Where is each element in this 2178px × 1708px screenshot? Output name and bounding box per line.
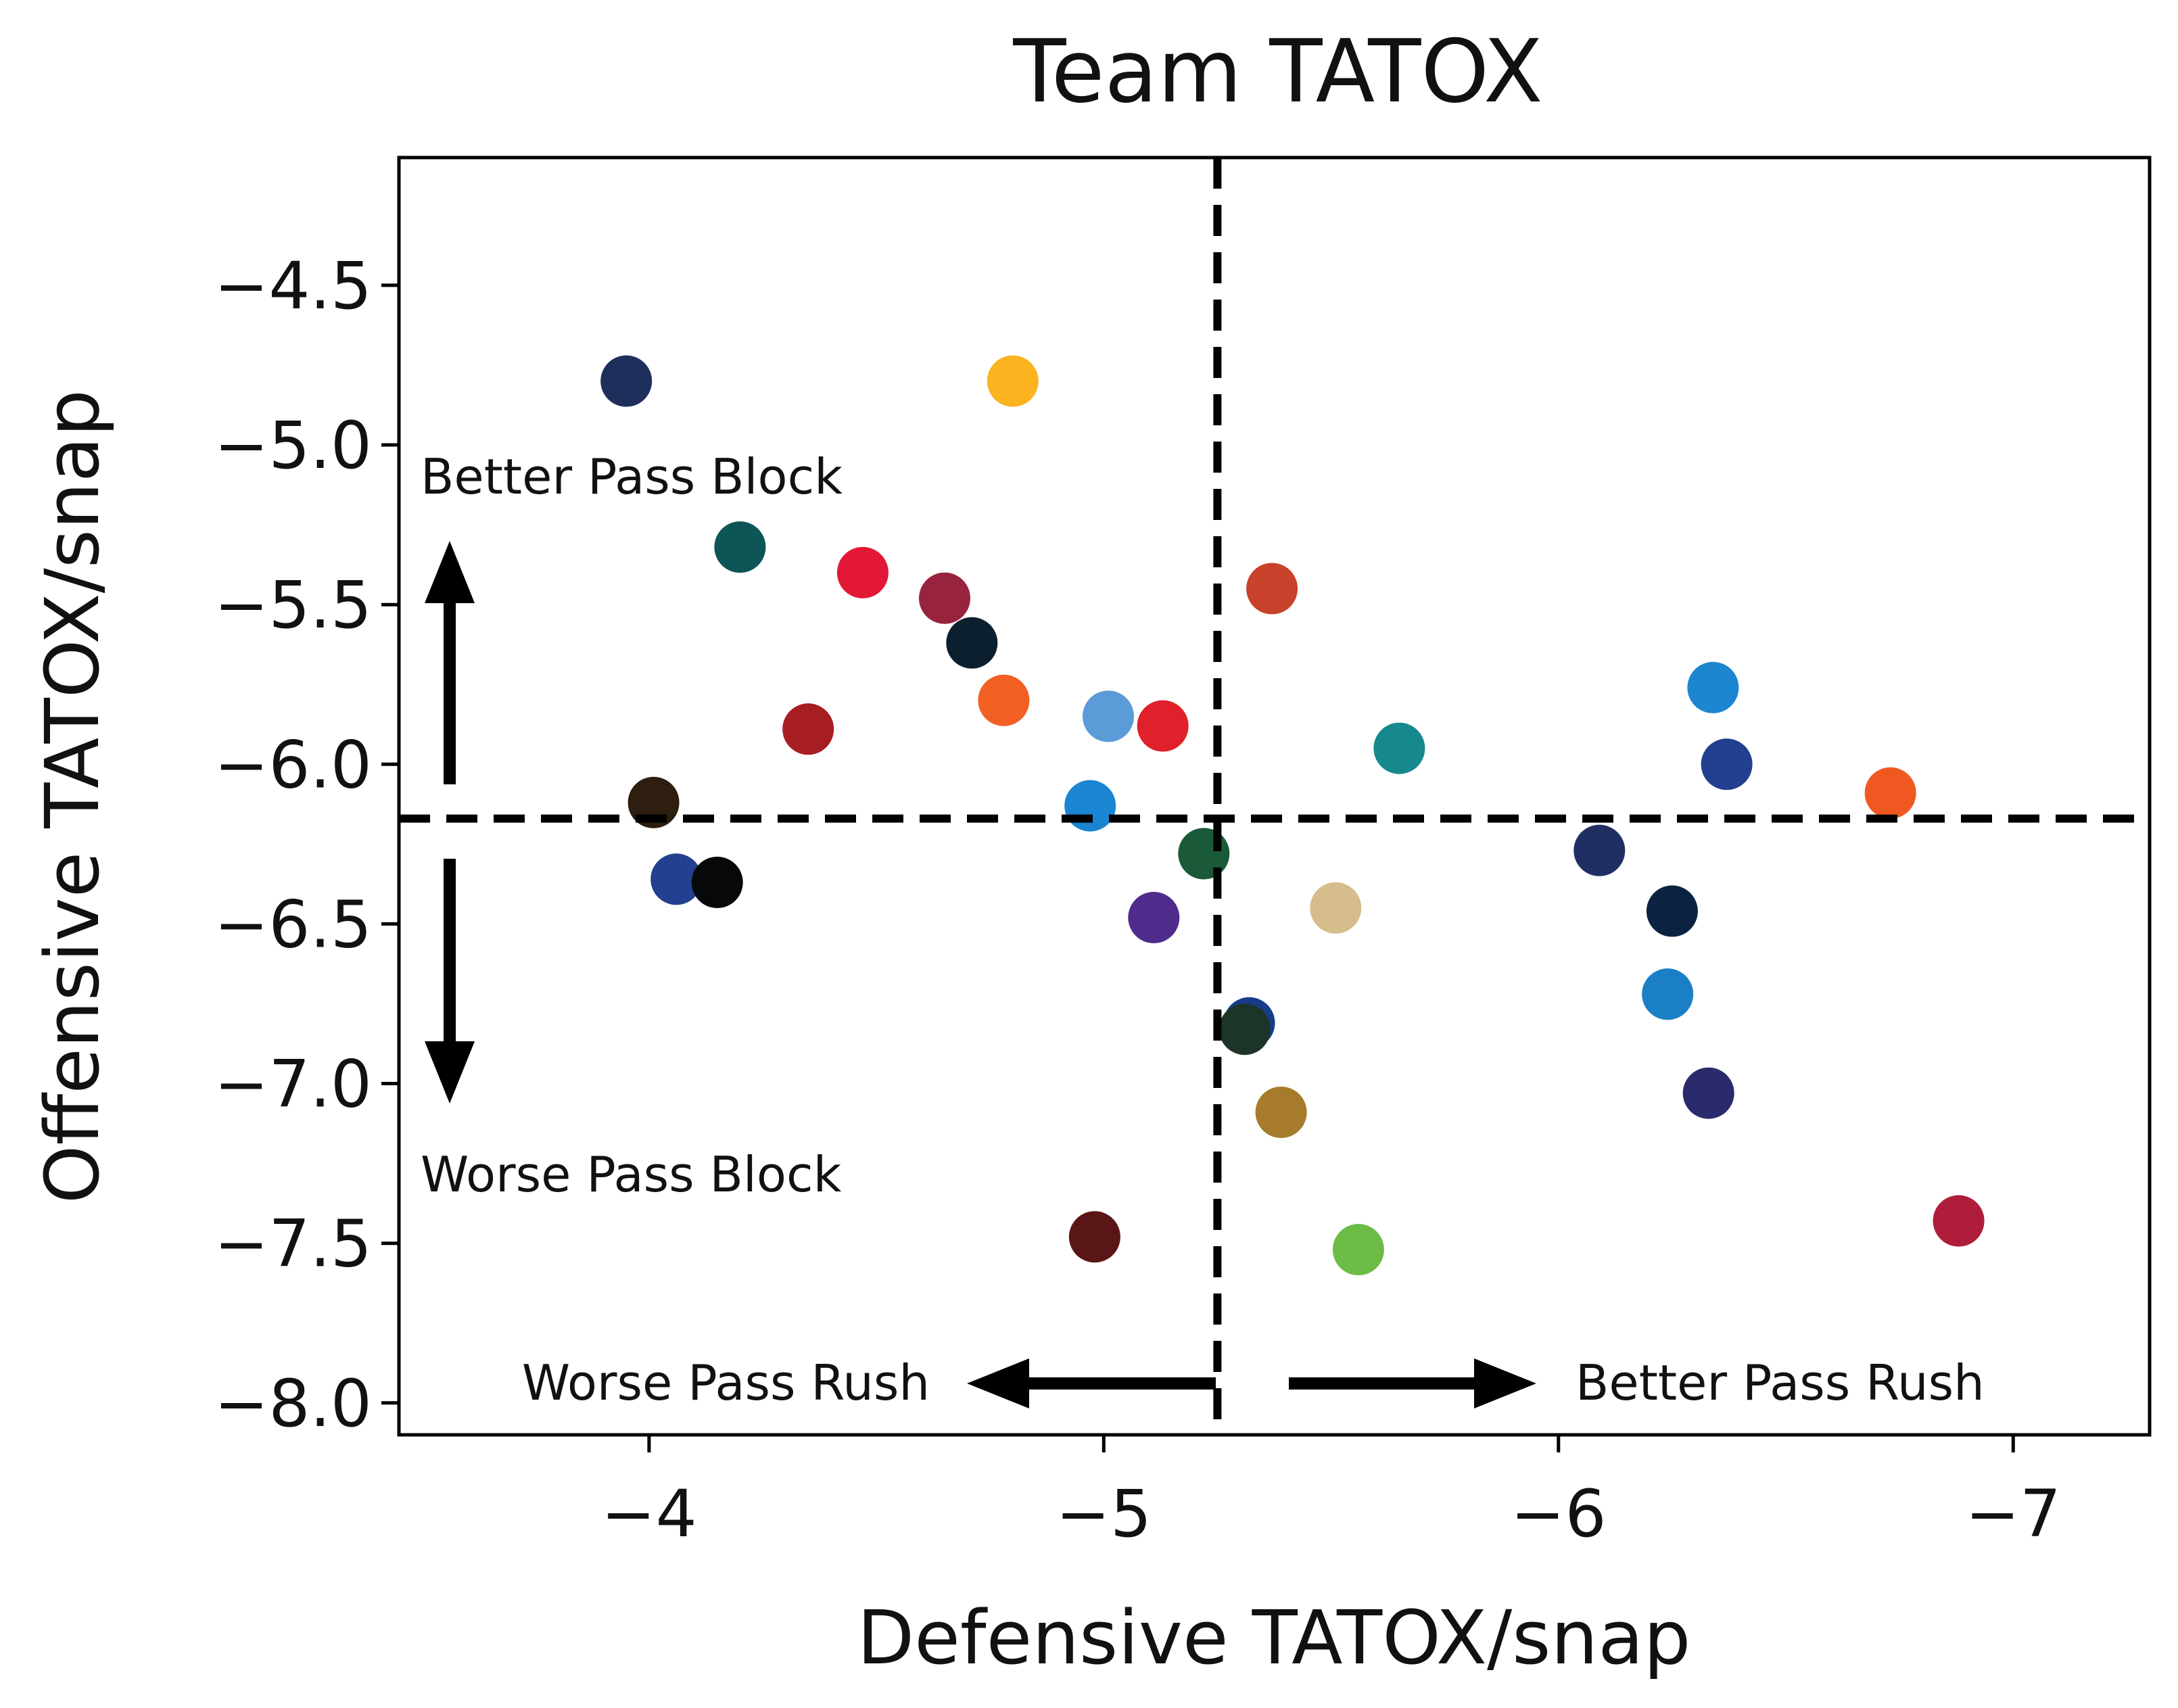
y-tick-label: −6.5 [214, 886, 372, 962]
data-point-13 [650, 853, 703, 905]
annotations: Better Pass Block Worse Pass Block Worse… [421, 448, 1985, 1411]
data-point-27 [1687, 661, 1739, 713]
better-pass-rush-label: Better Pass Rush [1576, 1354, 1985, 1411]
data-point-21 [1218, 1003, 1271, 1055]
data-point-6 [946, 617, 998, 669]
chart-marks [600, 355, 1985, 1276]
x-axis: −4 −5 −6 −7 [601, 1435, 2061, 1552]
y-tick-label: −6.0 [214, 727, 372, 803]
data-point-22 [1255, 1087, 1307, 1138]
y-axis-label: Offensive TATOX/snap [29, 389, 116, 1204]
worse-pass-block-label: Worse Pass Block [421, 1146, 842, 1203]
y-tick-label: −8.0 [214, 1366, 372, 1442]
y-tick-label: −7.0 [214, 1047, 372, 1122]
plot-frame [397, 156, 2152, 1437]
annotation-arrows [425, 541, 1536, 1408]
data-point-31 [1682, 1067, 1734, 1119]
y-tick-label: −7.5 [214, 1206, 372, 1282]
x-axis-label: Defensive TATOX/snap [857, 1594, 1691, 1681]
data-point-23 [1068, 1211, 1120, 1263]
data-point-24 [1332, 1224, 1384, 1276]
chart-title: Team TATOX [1012, 22, 1542, 122]
data-point-8 [978, 674, 1030, 726]
x-tick-label: −7 [1966, 1476, 2062, 1552]
x-tick-label: −4 [601, 1476, 697, 1552]
y-tick-label: −5.5 [214, 567, 372, 643]
data-point-10 [1137, 700, 1189, 752]
worse-pass-block-arrowhead [425, 1041, 475, 1104]
data-point-19 [1310, 882, 1362, 934]
data-point-15 [1178, 828, 1230, 880]
data-point-7 [782, 703, 834, 755]
data-point-12 [1064, 780, 1116, 832]
data-point-3 [714, 521, 766, 573]
better-pass-block-arrowhead [425, 541, 475, 603]
data-point-32 [1933, 1195, 1985, 1247]
data-point-26 [1646, 885, 1698, 937]
data-point-1 [600, 355, 653, 407]
better-pass-block-label: Better Pass Block [421, 448, 843, 505]
data-point-18 [1373, 722, 1425, 774]
better-pass-rush-arrowhead [1474, 1358, 1536, 1408]
y-axis: −4.5 −5.0 −5.5 −6.0 −6.5 −7.0 −7.5 −8.0 [214, 248, 399, 1442]
worse-pass-rush-arrowhead [967, 1358, 1029, 1408]
reference-lines [399, 158, 2150, 1435]
y-tick-label: −5.0 [214, 408, 372, 483]
data-point-28 [1701, 738, 1753, 790]
data-point-9 [1083, 690, 1134, 742]
data-point-30 [1642, 968, 1694, 1020]
data-point-14 [691, 857, 743, 908]
data-point-5 [919, 572, 970, 624]
data-point-16 [1128, 892, 1180, 943]
data-point-2 [987, 355, 1039, 407]
data-point-25 [1573, 824, 1626, 876]
data-point-4 [836, 546, 889, 598]
worse-pass-rush-label: Worse Pass Rush [522, 1354, 930, 1411]
data-point-17 [1246, 563, 1298, 615]
x-tick-label: −6 [1511, 1476, 1607, 1552]
x-tick-label: −5 [1056, 1476, 1152, 1552]
y-tick-label: −4.5 [214, 248, 372, 324]
data-point-29 [1864, 767, 1916, 819]
